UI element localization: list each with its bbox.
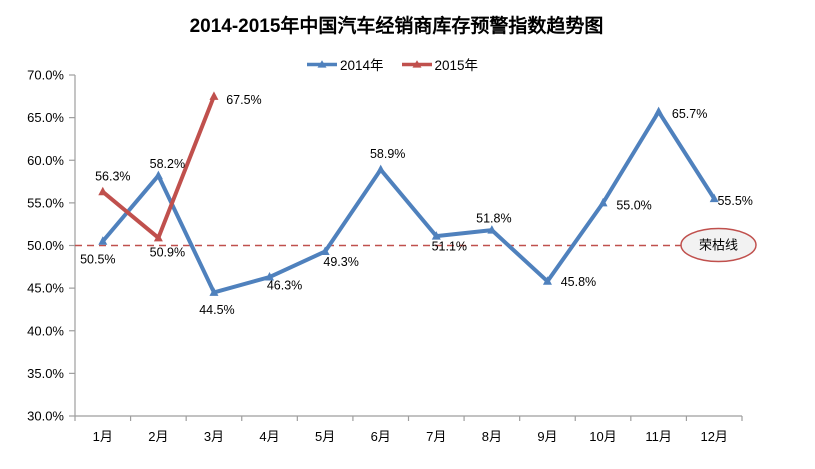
x-axis-category-label: 2月 bbox=[148, 429, 168, 444]
x-axis-category-label: 6月 bbox=[371, 429, 391, 444]
data-point-marker bbox=[209, 91, 219, 100]
data-point-label: 50.5% bbox=[80, 253, 115, 267]
y-axis-tick-label: 45.0% bbox=[27, 281, 64, 296]
data-point-label: 58.9% bbox=[370, 147, 405, 161]
data-point-label: 65.7% bbox=[672, 107, 707, 121]
y-axis-tick-label: 50.0% bbox=[27, 238, 64, 253]
legend-item-2014: 2014年 bbox=[306, 54, 384, 74]
legend-label-2015: 2015年 bbox=[434, 58, 479, 73]
data-point-marker bbox=[98, 236, 108, 245]
x-axis-category-label: 7月 bbox=[426, 429, 446, 444]
x-axis-category-label: 4月 bbox=[259, 429, 279, 444]
x-axis-category-label: 12月 bbox=[700, 429, 727, 444]
legend-line-marker-2014 bbox=[306, 59, 337, 68]
y-axis-tick-label: 30.0% bbox=[27, 409, 64, 424]
legend-line-marker-2015 bbox=[401, 59, 432, 68]
y-axis-tick-label: 35.0% bbox=[27, 366, 64, 381]
chart-title: 2014-2015年中国汽车经销商库存预警指数趋势图 bbox=[189, 16, 604, 37]
data-point-marker bbox=[487, 225, 497, 234]
x-axis-category-label: 8月 bbox=[482, 429, 502, 444]
chart-legend: 2014年 2015年 bbox=[0, 54, 785, 74]
data-point-marker bbox=[98, 186, 108, 196]
data-point-marker bbox=[431, 231, 441, 240]
data-point-marker bbox=[709, 193, 719, 203]
y-axis-tick-label: 70.0% bbox=[27, 68, 64, 83]
y-axis-tick-label: 65.0% bbox=[27, 110, 64, 125]
x-axis-category-label: 3月 bbox=[204, 429, 224, 444]
x-axis-category-label: 11月 bbox=[645, 429, 672, 444]
x-axis-category-label: 10月 bbox=[589, 429, 616, 444]
series-line-2014 bbox=[100, 109, 717, 295]
x-axis-category-label: 5月 bbox=[315, 429, 335, 444]
y-axis-tick-label: 55.0% bbox=[27, 195, 64, 210]
legend-item-2015: 2015年 bbox=[401, 54, 479, 74]
data-point-label: 46.3% bbox=[267, 279, 302, 293]
data-point-marker bbox=[265, 272, 275, 281]
data-point-label: 49.3% bbox=[323, 255, 358, 269]
data-point-marker bbox=[153, 170, 163, 180]
data-point-label: 50.9% bbox=[150, 245, 185, 259]
data-point-marker bbox=[598, 197, 608, 207]
data-point-label: 55.0% bbox=[616, 198, 651, 212]
y-axis-tick-label: 60.0% bbox=[27, 153, 64, 168]
data-point-label: 51.1% bbox=[432, 240, 467, 254]
data-point-label: 58.2% bbox=[150, 157, 185, 171]
data-point-marker bbox=[320, 246, 330, 255]
boom-bust-label: 荣枯线 bbox=[699, 238, 738, 253]
boom-bust-ellipse bbox=[680, 227, 757, 263]
data-point-label: 55.5% bbox=[717, 194, 752, 208]
data-point-marker bbox=[153, 232, 163, 242]
data-point-marker bbox=[654, 106, 664, 116]
data-point-label: 67.5% bbox=[226, 93, 261, 107]
x-axis-category-label: 1月 bbox=[93, 429, 113, 444]
data-point-label: 51.8% bbox=[476, 212, 511, 226]
legend-label-2014: 2014年 bbox=[339, 58, 384, 73]
data-point-label: 56.3% bbox=[95, 169, 130, 183]
data-point-marker bbox=[542, 276, 552, 285]
data-point-marker bbox=[376, 164, 386, 174]
y-axis-tick-label: 40.0% bbox=[27, 323, 64, 338]
data-point-label: 45.8% bbox=[561, 275, 596, 289]
x-axis-category-label: 9月 bbox=[537, 429, 557, 444]
data-point-marker bbox=[209, 287, 219, 296]
data-point-label: 44.5% bbox=[199, 303, 234, 317]
